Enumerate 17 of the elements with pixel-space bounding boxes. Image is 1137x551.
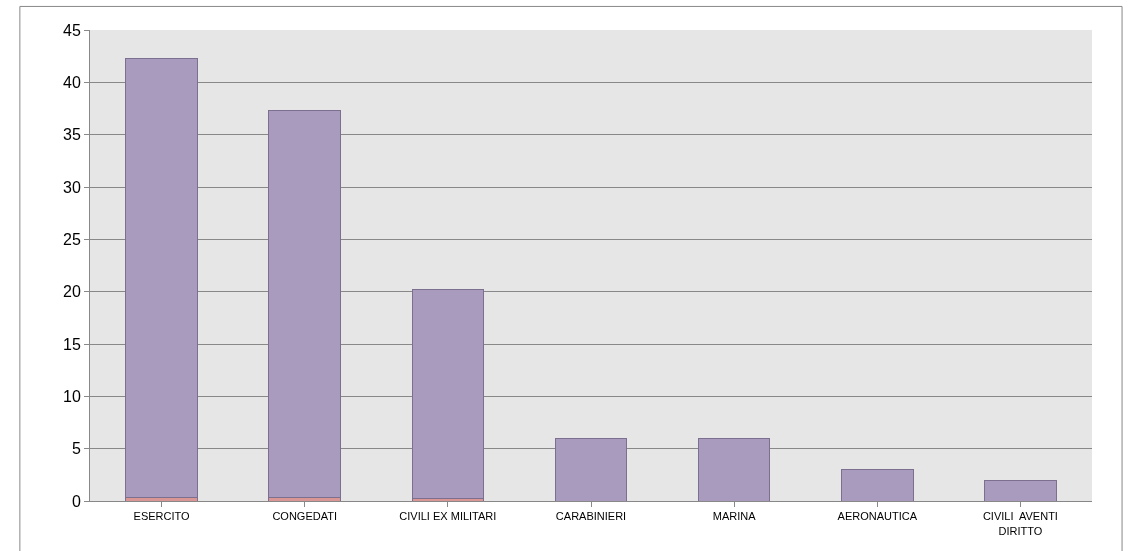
x-tick-label: CIVILI EX MILITARI [399,510,497,523]
y-tick-label: 15 [63,335,81,353]
y-tick-label: 35 [63,126,81,144]
y-tick-label: 45 [63,21,81,39]
x-tick-label: ESERCITO [133,510,191,523]
y-tick-label: 30 [63,178,81,196]
x-tick-label: MARINA [712,510,757,523]
y-tick-label: 25 [63,230,81,248]
x-tick-label: CONGEDATI [272,510,337,523]
x-tick-label: AERONAUTICA [837,510,918,523]
x-tick-label: CIVILI AVENTI DIRITTO [982,510,1058,537]
y-tick-label: 10 [63,387,81,405]
y-tick-label: 5 [71,440,81,458]
y-tick-label: 0 [71,492,81,510]
x-tick-label: CARABINIERI [555,510,627,523]
y-tick-label: 20 [63,283,81,301]
y-tick-label: 40 [63,73,81,91]
